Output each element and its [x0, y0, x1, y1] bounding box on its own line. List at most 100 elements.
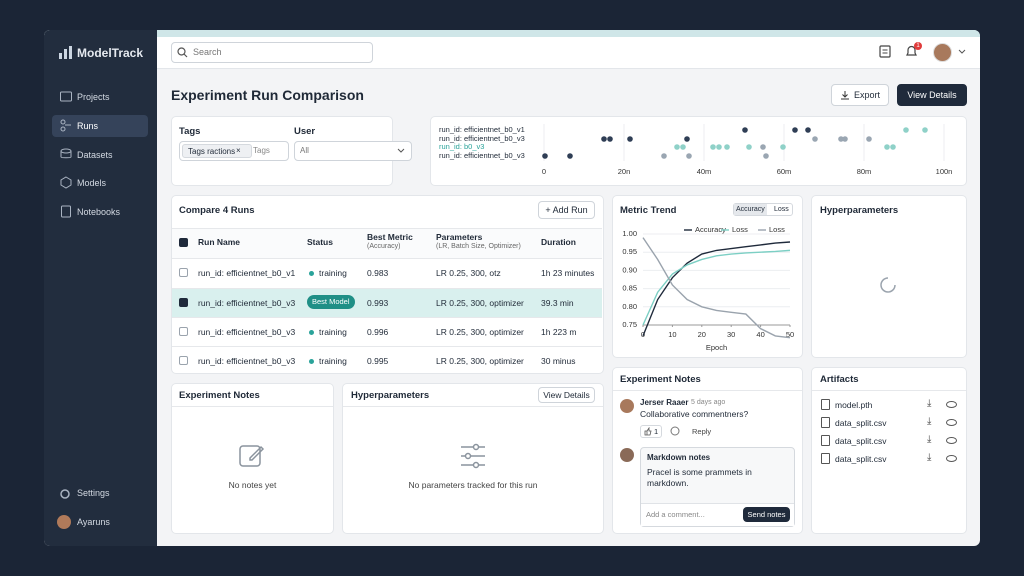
notes-title: Experiment Notes — [620, 374, 701, 385]
avatar[interactable] — [933, 43, 952, 62]
run-name: run_id: efficientnet_b0_v1 — [198, 268, 296, 278]
brand: ModelTrack — [77, 46, 144, 60]
tags-placeholder: Tags — [253, 146, 270, 155]
file-name[interactable]: model.pth — [835, 400, 873, 410]
nav-item-active[interactable]: Runs — [52, 115, 148, 137]
best-metric: 0.995 — [367, 356, 389, 366]
search-placeholder: Search — [193, 47, 222, 57]
col-header[interactable]: Duration — [541, 237, 576, 247]
view-icon[interactable] — [946, 419, 957, 426]
run-name: run_id: efficientnet_b0_v3 — [198, 298, 296, 308]
table-row[interactable] — [172, 288, 602, 317]
add-run-button[interactable]: + Add Run — [538, 201, 595, 219]
notes-empty-text: No notes yet — [228, 480, 277, 490]
metric-title: Metric Trend — [620, 205, 677, 216]
chevron[interactable] — [958, 49, 966, 55]
user-label: User — [294, 126, 316, 137]
comment-placeholder: Add a comment... — [646, 510, 705, 519]
user-select[interactable] — [294, 141, 412, 161]
nav-item[interactable]: Datasets — [77, 150, 113, 160]
emoji-icon[interactable] — [670, 426, 680, 436]
row-checkbox[interactable] — [179, 356, 188, 365]
nav-item[interactable]: Notebooks — [77, 207, 121, 217]
divider — [613, 390, 802, 391]
comment-author: Jerser Raaer — [640, 398, 689, 407]
tag-chip[interactable]: Tags ractions — [182, 144, 253, 158]
download-icon[interactable]: ⤓ — [927, 398, 932, 409]
status: training — [309, 356, 347, 366]
download-icon[interactable]: ⤓ — [927, 452, 932, 463]
user-value: All — [300, 146, 309, 155]
send-button[interactable]: Send notes — [743, 507, 790, 522]
status: training — [309, 327, 347, 337]
duration: 30 minus — [541, 356, 576, 366]
file-name[interactable]: data_split.csv — [835, 418, 887, 428]
like-button[interactable] — [640, 425, 662, 438]
file-icon — [821, 417, 830, 428]
view-icon[interactable] — [946, 401, 957, 408]
chip-close[interactable]: × — [236, 146, 241, 155]
status-badge: Best Model — [307, 295, 355, 309]
run-name: run_id: efficientnet_b0_v3 — [198, 327, 296, 337]
table-row[interactable] — [172, 346, 602, 374]
toggle — [733, 203, 793, 216]
row-checkbox[interactable] — [179, 327, 188, 336]
notes-empty-card — [171, 383, 334, 534]
row-checkbox[interactable] — [179, 268, 188, 277]
download-icon[interactable]: ⤓ — [927, 434, 932, 445]
bell-icon[interactable] — [905, 45, 918, 58]
compare-card — [171, 195, 604, 374]
parameters: LR 0.25, 300, optimizer — [436, 356, 524, 366]
logo — [59, 46, 72, 59]
user-name[interactable]: Ayaruns — [77, 517, 110, 527]
status-text: training — [319, 356, 347, 366]
view-icon[interactable] — [946, 437, 957, 444]
col-subheader: (Accuracy) — [367, 243, 401, 250]
best-metric: 0.983 — [367, 268, 389, 278]
tags-label: Tags — [179, 126, 201, 137]
file-name[interactable]: data_split.csv — [835, 436, 887, 446]
duration: 1h 23 minutes — [541, 268, 595, 278]
col-header[interactable]: Best Metric — [367, 232, 413, 242]
file-icon — [821, 435, 830, 446]
view-details-button[interactable]: View Details — [897, 84, 967, 106]
view-details-button[interactable]: View Details — [538, 387, 595, 403]
nav-item[interactable]: Models — [77, 178, 107, 188]
file-name[interactable]: data_split.csv — [835, 454, 887, 464]
settings-icon — [60, 489, 70, 499]
metric-card — [612, 195, 803, 358]
search-icon — [177, 47, 188, 58]
row-checkbox[interactable] — [179, 298, 188, 307]
thumb-icon — [644, 427, 652, 436]
nav-icons — [60, 91, 72, 218]
export-button[interactable]: Export — [831, 84, 889, 106]
select-all[interactable] — [179, 238, 188, 247]
hyper-empty-title: Hyperparameters — [351, 390, 430, 401]
avatar — [57, 515, 71, 529]
hyper-card — [811, 195, 967, 358]
file-icon — [821, 453, 830, 464]
reply[interactable]: Reply — [692, 427, 712, 436]
view-icon[interactable] — [946, 455, 957, 462]
status-dot — [309, 359, 314, 364]
nav-item[interactable]: Projects — [77, 92, 110, 102]
parameters: LR 0.25, 300, optimizer — [436, 327, 524, 337]
download-icon[interactable]: ⤓ — [927, 416, 932, 427]
table-row[interactable] — [172, 317, 602, 346]
toggle-accuracy[interactable]: Accuracy — [734, 204, 767, 215]
col-header[interactable]: Parameters — [436, 232, 483, 242]
col-header[interactable]: Status — [307, 237, 333, 247]
toggle-loss[interactable]: Loss — [774, 206, 789, 213]
search-box[interactable] — [171, 42, 373, 63]
table-row[interactable] — [172, 258, 602, 288]
file-icon — [821, 399, 830, 410]
comment-text: Collaborative commentners? — [640, 409, 749, 419]
artifacts-card — [811, 367, 967, 534]
divider — [812, 390, 966, 391]
edit-icon — [239, 445, 265, 467]
badge: 1 — [914, 42, 922, 50]
settings[interactable]: Settings — [77, 488, 110, 498]
col-header[interactable]: Run Name — [198, 237, 241, 247]
doc-icon[interactable] — [879, 45, 891, 58]
